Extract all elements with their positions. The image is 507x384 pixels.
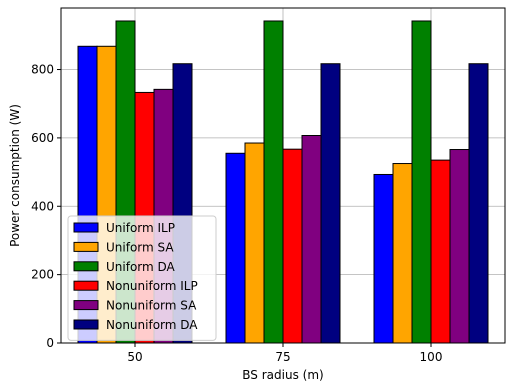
bar [282,148,303,344]
bar [449,149,470,344]
x-axis-label: BS radius (m) [242,368,323,382]
y-tick-label: 200 [31,268,54,282]
legend-swatch [73,222,99,233]
bar [411,20,432,344]
legend-swatch [73,280,99,291]
legend-label: Nonuniform DA [106,318,198,332]
y-tick-label: 400 [31,199,54,213]
legend-label: Nonuniform ILP [106,279,198,293]
legend-swatch [73,300,99,311]
legend-label: Nonuniform SA [106,299,197,313]
y-tick-label: 0 [46,336,54,350]
legend-swatch [73,261,99,272]
bar [244,142,265,344]
bar [430,159,451,344]
y-tick-label: 800 [31,63,54,77]
legend-swatch [73,241,99,252]
y-tick-label: 600 [31,131,54,145]
legend-label: Uniform SA [106,240,174,254]
legend-label: Uniform DA [106,260,176,274]
y-axis-label: Power consumption (W) [8,104,22,247]
axis-ticks: 0 200 400 600 800 50 75 100 [31,63,442,364]
bar [373,173,394,344]
legend-box [67,215,217,341]
legend: Uniform ILP Uniform SA Uniform DA Nonunifor… [67,215,217,341]
x-tick-label: 50 [127,350,142,364]
bar [225,152,246,344]
bar [301,135,322,344]
bar [320,63,341,344]
legend-label: Uniform ILP [106,221,175,235]
legend-swatch [73,319,99,330]
bar [392,163,413,344]
bar [468,63,489,344]
bar [263,20,284,344]
x-tick-label: 100 [420,350,443,364]
x-tick-label: 75 [275,350,290,364]
